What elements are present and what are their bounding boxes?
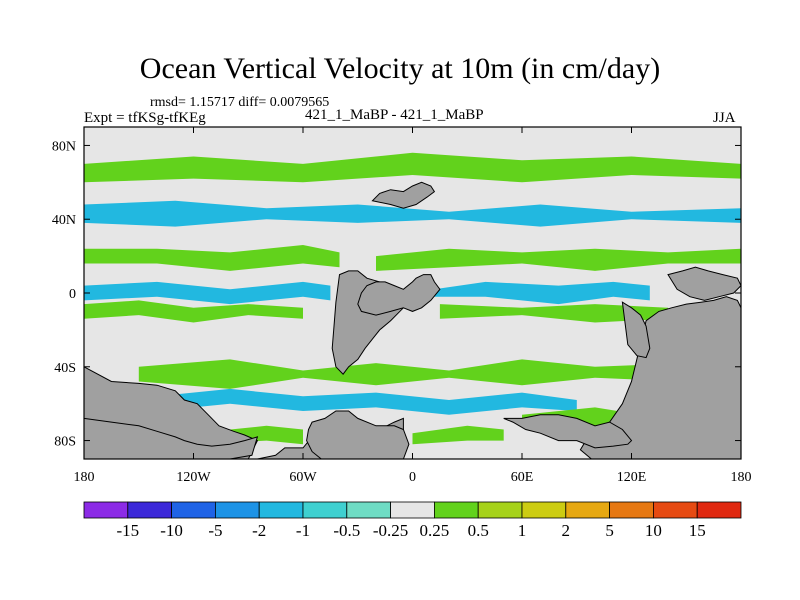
chart-title: Ocean Vertical Velocity at 10m (in cm/da… [139,52,661,85]
colorbar-swatch [127,501,173,519]
upwelling-region [84,152,741,183]
colorbar-swatch [653,501,698,519]
x-tick-label: 120E [617,470,647,485]
colorbar-label: -5 [208,521,222,540]
colorbar-swatch [609,501,654,519]
x-tick-label: 120W [176,470,211,485]
colorbar-label: -2 [252,521,266,540]
colorbar-label: -0.25 [373,521,408,540]
case-label: 421_1_MaBP - 421_1_MaBP [305,107,484,123]
upwelling-region [138,359,687,389]
colorbar-label: -1 [296,521,310,540]
colorbar-label: 0.25 [420,521,450,540]
colorbar-swatch [258,501,304,519]
colorbar-swatch [346,501,391,519]
colorbar-label: -10 [160,521,183,540]
colorbar-label: 5 [605,521,614,540]
stats-text: rmsd= 1.15717 diff= 0.0079565 [150,95,330,110]
experiment-label: Expt = tfKSg-tfKEg [84,110,206,126]
colorbar-swatch [390,501,435,519]
upwelling-region [412,425,504,445]
x-tick-label: 0 [409,470,416,485]
colorbar-label: 15 [689,521,706,540]
colorbar-swatch [477,501,523,519]
upwelling-region [84,300,303,323]
downwelling-region [157,388,577,415]
x-tick-label: 180 [731,470,752,485]
colorbar-swatch [214,501,260,519]
colorbar-swatch [83,501,129,519]
y-tick-label: 80S [54,435,76,450]
y-axis: 80N 40N 0 40S 80S [52,139,741,450]
upwelling-region [376,248,741,271]
colorbar-label: 0.5 [468,521,489,540]
land-mass [357,274,441,316]
colorbar-label: -15 [116,521,139,540]
downwelling-region [84,200,741,227]
season-label: JJA [713,110,736,126]
colorbar-swatch [521,501,567,519]
land-mass [621,301,651,359]
colorbar: -15 -10 -5 -2 -1 -0.5 -0.25 0.25 0.5 1 2 5 10 15 [83,501,742,540]
colorbar-label: -0.5 [333,521,360,540]
colorbar-swatch [302,501,348,519]
y-tick-label: 80N [52,139,76,154]
downwelling-region [434,281,650,305]
x-tick-label: 180 [74,470,95,485]
map-layer [83,126,742,460]
y-tick-label: 0 [69,287,76,302]
y-tick-label: 40S [54,361,76,376]
colorbar-label: 1 [518,521,527,540]
land-mass [371,181,436,209]
colorbar-swatch [696,501,742,519]
upwelling-region [84,245,340,271]
colorbar-label: 2 [562,521,571,540]
colorbar-swatch [565,501,610,519]
x-axis: 180 120W 60W 0 60E 120E 180 [74,127,752,485]
land-mass [503,414,633,449]
x-tick-label: 60E [511,470,534,485]
upwelling-region [439,304,668,323]
y-tick-label: 40N [52,213,76,228]
downwelling-region [84,281,331,305]
colorbar-swatch [171,501,216,519]
colorbar-swatch [433,501,479,519]
colorbar-label: 10 [645,521,662,540]
x-tick-label: 60W [289,470,317,485]
